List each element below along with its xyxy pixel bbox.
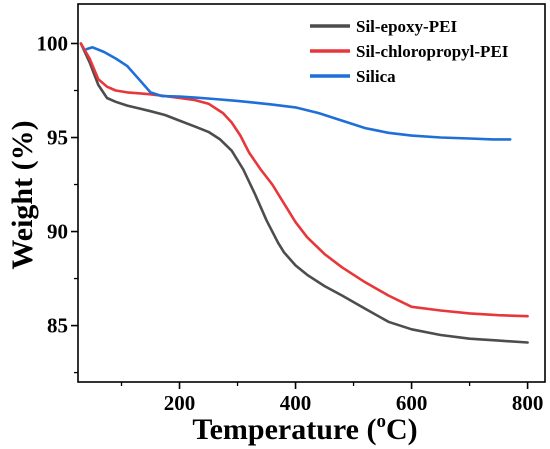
tick-labels: 200 400 600 800 85 90 95 100 (37, 31, 544, 415)
plot-border (77, 3, 546, 383)
legend-label-3: Silica (356, 67, 396, 86)
x-tick-label-600: 600 (396, 391, 428, 415)
legend-label-2: Sil-chloropropyl-PEI (356, 42, 509, 61)
ticks-layer (71, 42, 529, 389)
x-axis-title-sup: o (376, 411, 386, 432)
series-line-1 (79, 42, 529, 344)
legend-label-1: Sil-epoxy-PEI (356, 17, 457, 36)
y-tick-label-85: 85 (47, 314, 68, 338)
legend: Sil-epoxy-PEI Sil-chloropropyl-PEI Silica (310, 17, 509, 86)
series-layer (79, 42, 529, 344)
plot-frame (77, 3, 546, 383)
series-line-2 (79, 42, 529, 318)
y-axis-title: Weight (%) (6, 120, 39, 269)
x-tick-label-800: 800 (512, 391, 544, 415)
y-tick-label-100: 100 (37, 31, 69, 55)
y-tick-label-95: 95 (47, 126, 68, 150)
x-axis-title-unit: C) (386, 413, 418, 446)
x-axis-title: Temperature (oC) (192, 411, 417, 446)
x-tick-label-400: 400 (280, 391, 312, 415)
series-line-3 (85, 46, 512, 141)
x-tick-label-200: 200 (164, 391, 196, 415)
x-axis-title-main: Temperature ( (192, 413, 376, 446)
y-tick-label-90: 90 (47, 220, 68, 244)
